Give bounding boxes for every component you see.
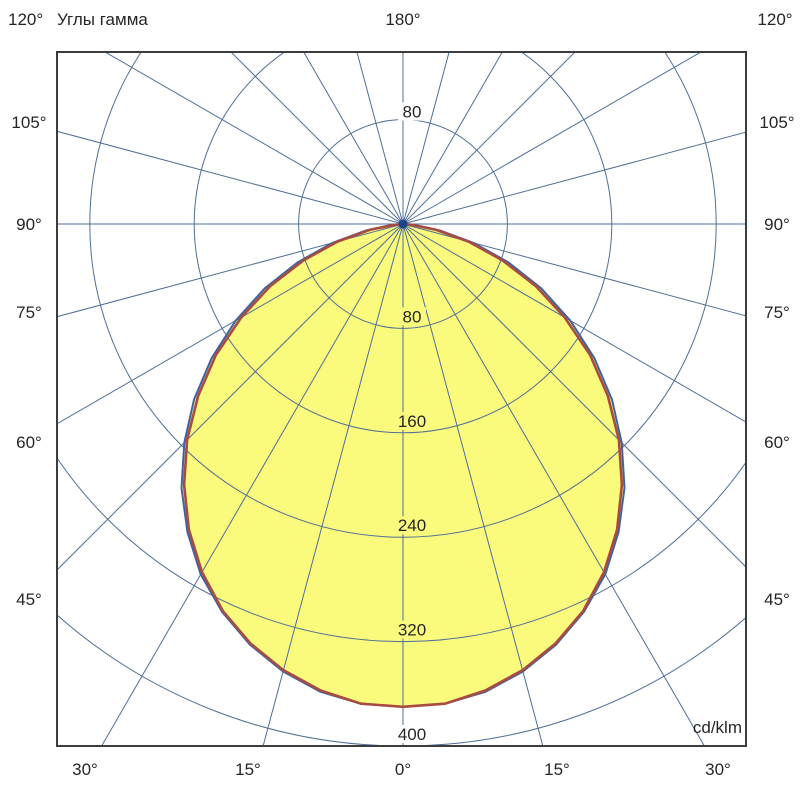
ring-label: 80 bbox=[403, 103, 422, 122]
radial-line bbox=[402, 223, 544, 745]
radial-line bbox=[58, 223, 404, 570]
ring-label-bg bbox=[398, 102, 426, 121]
radial-line bbox=[402, 223, 705, 745]
gamma-label-bottom-15l: 15° bbox=[235, 760, 261, 779]
ring-label: 80 bbox=[403, 307, 422, 326]
radial-line bbox=[402, 223, 745, 423]
radial-line bbox=[402, 53, 450, 225]
gamma-label-left-90: 90° bbox=[16, 215, 42, 234]
radial-line bbox=[101, 223, 404, 745]
gamma-label-left-105: 105° bbox=[11, 113, 47, 132]
ring-label: 160 bbox=[398, 412, 426, 431]
gamma-label-bottom-0: 0° bbox=[394, 760, 412, 779]
ring-label-bg bbox=[393, 411, 431, 430]
chart-title: Углы гамма bbox=[57, 10, 148, 29]
gamma-label-left-45: 45° bbox=[16, 590, 42, 609]
gamma-label-top-right: 120° bbox=[757, 10, 793, 29]
radial-line bbox=[58, 223, 404, 317]
polar-center-dot bbox=[398, 219, 408, 229]
radial-line bbox=[402, 53, 503, 225]
gamma-label-top-center: 180° bbox=[385, 10, 421, 29]
radial-line bbox=[231, 53, 404, 225]
radial-line bbox=[402, 131, 745, 225]
ring-label: 400 bbox=[398, 725, 426, 744]
ring-label: 320 bbox=[398, 621, 426, 640]
gamma-label-right-45: 45° bbox=[764, 590, 790, 609]
gamma-label-right-75: 75° bbox=[764, 303, 790, 322]
ring-label-bg bbox=[393, 620, 431, 639]
curve-c90-c270 bbox=[182, 222, 624, 709]
gamma-label-bottom-15r: 15° bbox=[544, 760, 570, 779]
gamma-label-right-60: 60° bbox=[764, 433, 790, 452]
radial-line bbox=[303, 53, 404, 225]
chart-frame bbox=[56, 51, 747, 747]
radial-line bbox=[58, 131, 404, 225]
radial-line bbox=[402, 53, 701, 225]
radial-line bbox=[58, 223, 404, 424]
gamma-label-right-90: 90° bbox=[764, 215, 790, 234]
gamma-label-bottom-30r: 30° bbox=[705, 760, 731, 779]
radial-line bbox=[402, 53, 575, 225]
radial-line bbox=[262, 223, 404, 745]
units-label: cd/klm bbox=[692, 718, 742, 737]
ring-label-bg bbox=[393, 516, 431, 535]
gamma-label-left-60: 60° bbox=[16, 433, 42, 452]
radial-line bbox=[402, 223, 745, 317]
radial-line bbox=[402, 223, 745, 567]
ring-label: 240 bbox=[398, 516, 426, 535]
ring-label-bg bbox=[393, 725, 431, 743]
radial-line bbox=[356, 53, 404, 225]
radial-line bbox=[105, 53, 404, 225]
gamma-label-left-75: 75° bbox=[16, 303, 42, 322]
gamma-label-right-105: 105° bbox=[759, 113, 795, 132]
gamma-label-bottom-30l: 30° bbox=[72, 760, 98, 779]
gamma-label-top-left: 120° bbox=[8, 10, 44, 29]
ring-label-bg bbox=[398, 307, 426, 326]
